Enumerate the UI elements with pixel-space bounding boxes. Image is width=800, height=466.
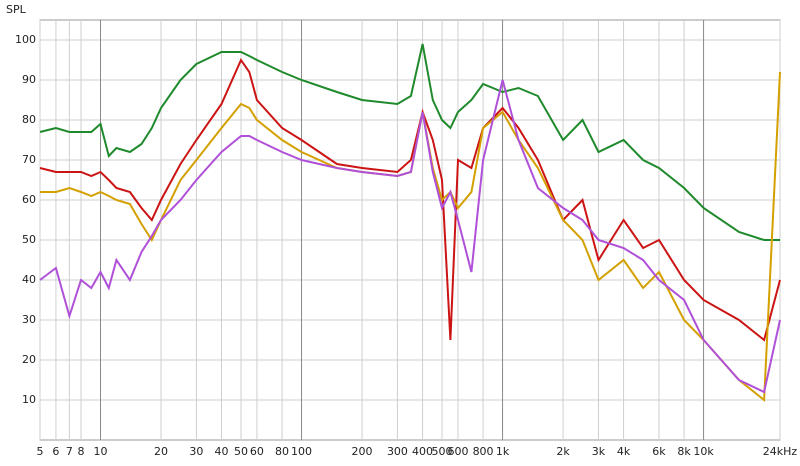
plot-area bbox=[39, 19, 781, 441]
series-line bbox=[39, 57, 781, 342]
x-tick-label: 30 bbox=[189, 445, 203, 458]
y-tick-label: 50 bbox=[22, 233, 36, 246]
y-tick-label: 10 bbox=[22, 393, 36, 406]
x-tick-label: 1k bbox=[496, 445, 510, 458]
x-tick-label: 800 bbox=[473, 445, 494, 458]
x-tick-label: 4k bbox=[617, 445, 631, 458]
y-tick-label: 70 bbox=[22, 153, 36, 166]
y-tick-label: 60 bbox=[22, 193, 36, 206]
x-tick-label: 500 bbox=[432, 445, 453, 458]
x-tick-label: 5 bbox=[37, 445, 44, 458]
y-axis-label: SPL bbox=[6, 3, 27, 16]
x-tick-label: 80 bbox=[275, 445, 289, 458]
x-tick-label: 8k bbox=[677, 445, 691, 458]
y-tick-label: 40 bbox=[22, 273, 36, 286]
x-tick-label: 50 bbox=[234, 445, 248, 458]
x-tick-label: 600 bbox=[447, 445, 468, 458]
y-tick-label: 20 bbox=[22, 353, 36, 366]
y-tick-label: 30 bbox=[22, 313, 36, 326]
x-tick-label: 6 bbox=[52, 445, 59, 458]
y-tick-label: 100 bbox=[15, 33, 36, 46]
x-tick-label: 60 bbox=[250, 445, 264, 458]
y-tick-label: 90 bbox=[22, 73, 36, 86]
x-tick-label: 300 bbox=[387, 445, 408, 458]
x-tick-label: 2k bbox=[556, 445, 570, 458]
x-tick-label: 10k bbox=[693, 445, 714, 458]
x-tick-label: 100 bbox=[291, 445, 312, 458]
x-tick-label: 20 bbox=[154, 445, 168, 458]
x-tick-label: 200 bbox=[352, 445, 373, 458]
x-tick-label: 7 bbox=[66, 445, 73, 458]
x-tick-label: 3k bbox=[592, 445, 606, 458]
x-tick-label: 24kHz bbox=[763, 445, 798, 458]
x-tick-label: 6k bbox=[652, 445, 666, 458]
series-line bbox=[39, 43, 780, 241]
x-tick-label: 40 bbox=[215, 445, 229, 458]
x-tick-label: 400 bbox=[412, 445, 433, 458]
y-tick-label: 80 bbox=[22, 113, 36, 126]
series-line bbox=[39, 79, 781, 394]
x-tick-label: 8 bbox=[78, 445, 85, 458]
x-tick-label: 10 bbox=[94, 445, 108, 458]
